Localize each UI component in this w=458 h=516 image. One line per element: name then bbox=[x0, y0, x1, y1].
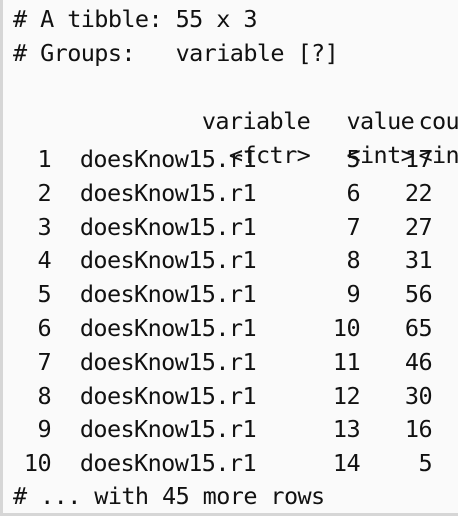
cell-count: 46 bbox=[404, 347, 433, 376]
cell-count: 22 bbox=[404, 178, 433, 207]
cell-variable: doesKnow15.r1 bbox=[79, 212, 257, 241]
row-number: 3 bbox=[37, 212, 51, 241]
cell-value: 13 bbox=[332, 415, 361, 444]
column-header-count: count bbox=[418, 107, 458, 135]
table-row: 8 doesKnow15.r1 12 30 bbox=[13, 379, 432, 413]
row-number: 1 bbox=[37, 145, 51, 173]
row-number: 8 bbox=[37, 381, 51, 410]
table-row: 5 doesKnow15.r1 9 56 bbox=[13, 277, 432, 311]
row-number: 4 bbox=[37, 246, 51, 275]
cell-value: 12 bbox=[332, 381, 361, 410]
table-row: 7 doesKnow15.r1 11 46 bbox=[13, 345, 432, 379]
tibble-footer-line: # ... with 45 more rows bbox=[13, 482, 325, 510]
column-type-row: <fctr> <int><int> bbox=[13, 104, 458, 169]
cell-value: 11 bbox=[332, 347, 361, 376]
cell-variable: doesKnow15.r1 bbox=[79, 280, 257, 309]
tibble-groups-line: # Groups: variable [?] bbox=[13, 39, 339, 67]
column-header-value: value bbox=[346, 107, 415, 135]
cell-value: 7 bbox=[346, 212, 360, 241]
cell-variable: doesKnow15.r1 bbox=[79, 381, 257, 410]
cell-variable: doesKnow15.r1 bbox=[79, 246, 257, 275]
column-header-variable: variable bbox=[201, 107, 311, 135]
column-header-row: variable valuecount bbox=[13, 70, 458, 135]
row-number: 5 bbox=[37, 280, 51, 309]
row-number: 7 bbox=[37, 347, 51, 376]
cell-count: 30 bbox=[404, 381, 433, 410]
table-row: 1 doesKnow15.r1 5 17 bbox=[13, 142, 432, 176]
table-row: 6 doesKnow15.r1 10 65 bbox=[13, 311, 432, 345]
table-row: 2 doesKnow15.r1 6 22 bbox=[13, 176, 432, 210]
cell-variable: doesKnow15.r1 bbox=[79, 178, 257, 207]
cell-variable: doesKnow15.r1 bbox=[79, 415, 257, 444]
cell-count: 17 bbox=[404, 145, 433, 173]
cell-variable: doesKnow15.r1 bbox=[79, 145, 257, 173]
table-row: 9 doesKnow15.r1 13 16 bbox=[13, 412, 432, 446]
cell-value: 9 bbox=[346, 280, 360, 309]
column-type-value: <int> bbox=[346, 141, 415, 169]
row-number: 6 bbox=[37, 314, 51, 342]
cell-variable: doesKnow15.r1 bbox=[79, 449, 257, 478]
tibble-header-line: # A tibble: 55 x 3 bbox=[13, 5, 257, 33]
table-row: 10 doesKnow15.r1 14 5 bbox=[13, 446, 433, 480]
cell-count: 16 bbox=[404, 415, 433, 444]
row-number: 2 bbox=[37, 178, 51, 207]
cell-variable: doesKnow15.r1 bbox=[79, 347, 257, 376]
column-type-variable: <fctr> bbox=[228, 141, 311, 169]
cell-count: 65 bbox=[404, 314, 433, 342]
cell-count: 31 bbox=[404, 246, 433, 275]
row-number: 10 bbox=[23, 449, 52, 478]
cell-value: 10 bbox=[332, 314, 361, 342]
cell-value: 14 bbox=[332, 449, 361, 478]
table-row: 3 doesKnow15.r1 7 27 bbox=[13, 210, 432, 244]
table-row: 4 doesKnow15.r1 8 31 bbox=[13, 243, 432, 277]
cell-value: 6 bbox=[346, 178, 360, 207]
cell-value: 5 bbox=[346, 145, 360, 173]
cell-variable: doesKnow15.r1 bbox=[79, 314, 257, 342]
row-number: 9 bbox=[37, 415, 51, 444]
column-type-count: <int> bbox=[418, 141, 458, 169]
cell-count: 56 bbox=[404, 280, 433, 309]
cell-count: 5 bbox=[418, 449, 432, 478]
cell-count: 27 bbox=[404, 212, 433, 241]
cell-value: 8 bbox=[346, 246, 360, 275]
